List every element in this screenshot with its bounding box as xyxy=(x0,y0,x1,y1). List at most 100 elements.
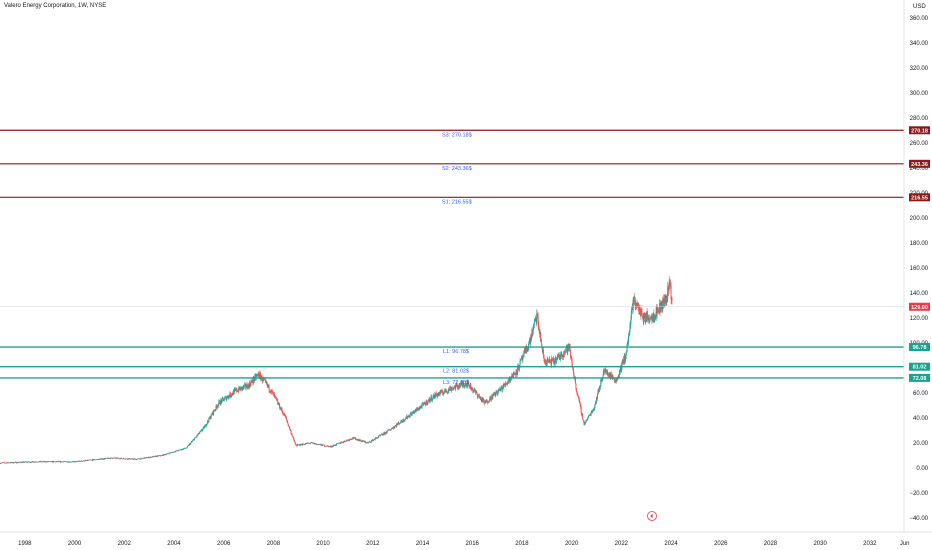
candle-body xyxy=(38,461,40,463)
candle-body xyxy=(275,396,277,398)
candle-body xyxy=(92,459,94,461)
candle-body xyxy=(190,442,192,445)
candle-body xyxy=(481,399,483,402)
level-label: S3: 270.18$ xyxy=(442,132,472,138)
candle-body xyxy=(190,441,192,443)
candle-body xyxy=(537,316,539,325)
candle-body xyxy=(243,385,245,388)
candle-body xyxy=(633,297,635,303)
candle-body xyxy=(214,409,216,411)
candle-body xyxy=(519,367,521,369)
candle-body xyxy=(349,438,351,440)
price-axis[interactable]: 360.00 340.00 320.00 300.00 280.00 260.00 240.… xyxy=(909,16,928,522)
candle-body xyxy=(12,462,14,464)
candle-body xyxy=(78,460,80,462)
candle-body xyxy=(498,388,500,391)
candle-body xyxy=(629,324,631,327)
candle-body xyxy=(471,388,473,390)
candle-body xyxy=(574,378,576,384)
candle-body xyxy=(333,445,335,447)
candle-body xyxy=(606,370,608,376)
candle-body xyxy=(210,414,212,418)
candle-body xyxy=(465,384,467,387)
candle-body xyxy=(194,438,196,441)
candle-body xyxy=(583,421,585,426)
candle-body xyxy=(631,309,633,312)
candle-body xyxy=(613,378,615,381)
candle-body xyxy=(433,396,435,399)
candle-body xyxy=(269,390,271,393)
go-to-realtime-icon[interactable] xyxy=(647,511,657,521)
candle-body xyxy=(206,420,208,424)
candle-body xyxy=(183,448,185,450)
candle-body xyxy=(341,441,343,443)
candle-body xyxy=(493,392,495,394)
candle-body xyxy=(498,388,500,392)
candle-body xyxy=(351,437,353,440)
candle-body xyxy=(487,401,489,403)
candle-body xyxy=(565,350,567,352)
y-tick-label: 0.00 xyxy=(916,466,928,472)
candle-body xyxy=(596,394,598,399)
candle-body xyxy=(618,370,620,375)
candle-body xyxy=(266,382,268,386)
candle-body xyxy=(601,379,603,382)
candle-body xyxy=(668,282,670,291)
level-price-tag-text: 96.78 xyxy=(913,345,927,351)
candle-body xyxy=(271,391,273,392)
candle-body xyxy=(640,314,642,316)
candle-body xyxy=(29,461,31,463)
candle-body xyxy=(459,385,461,388)
candle-body xyxy=(426,400,428,405)
candle-body xyxy=(605,369,607,374)
x-tick-label: 2020 xyxy=(565,541,579,547)
candle-body xyxy=(593,408,595,411)
candle-body xyxy=(500,386,502,389)
candle-body xyxy=(649,317,651,322)
candle-body xyxy=(557,356,559,357)
candle-body xyxy=(6,462,8,464)
candle-body xyxy=(277,400,279,404)
level-label: S1: 216.55$ xyxy=(442,199,472,205)
candle-body xyxy=(236,388,238,392)
candle-body xyxy=(227,396,229,398)
candle-body xyxy=(246,384,248,388)
candle-body xyxy=(205,425,207,427)
candle-body xyxy=(385,432,387,434)
candle-body xyxy=(453,387,455,389)
candle-body xyxy=(129,458,131,460)
candle-body xyxy=(321,444,323,446)
candle-body xyxy=(286,419,288,421)
candle-body xyxy=(457,385,459,388)
candle-body xyxy=(390,428,392,430)
candle-body xyxy=(507,380,509,384)
candle-body xyxy=(384,432,386,435)
candle-body xyxy=(484,401,486,404)
time-axis[interactable]: 1998 2000 2002 2004 2006 2008 2010 2012 2014 2016… xyxy=(18,541,909,547)
candle-body xyxy=(229,392,231,397)
candle-body xyxy=(656,308,658,314)
candle-body xyxy=(374,438,376,440)
candle-body xyxy=(224,397,226,400)
candle-body xyxy=(259,372,261,378)
candle-body xyxy=(486,400,488,403)
candle-body xyxy=(304,443,306,445)
candle-body xyxy=(199,431,201,434)
candle-body xyxy=(659,303,661,312)
x-tick-label: 1998 xyxy=(18,541,32,547)
candle-body xyxy=(412,412,414,414)
candle-body xyxy=(205,424,207,427)
candle-body xyxy=(602,378,604,380)
candle-body xyxy=(468,382,470,386)
candle-body xyxy=(544,361,546,363)
candle-body xyxy=(282,412,284,415)
candle-body xyxy=(472,387,474,392)
candle-body xyxy=(381,433,383,435)
candle-body xyxy=(256,374,258,376)
candle-body xyxy=(409,414,411,417)
candle-body xyxy=(28,461,30,463)
candle-body xyxy=(31,461,33,463)
candle-body xyxy=(378,435,380,437)
candle-body xyxy=(41,461,43,462)
